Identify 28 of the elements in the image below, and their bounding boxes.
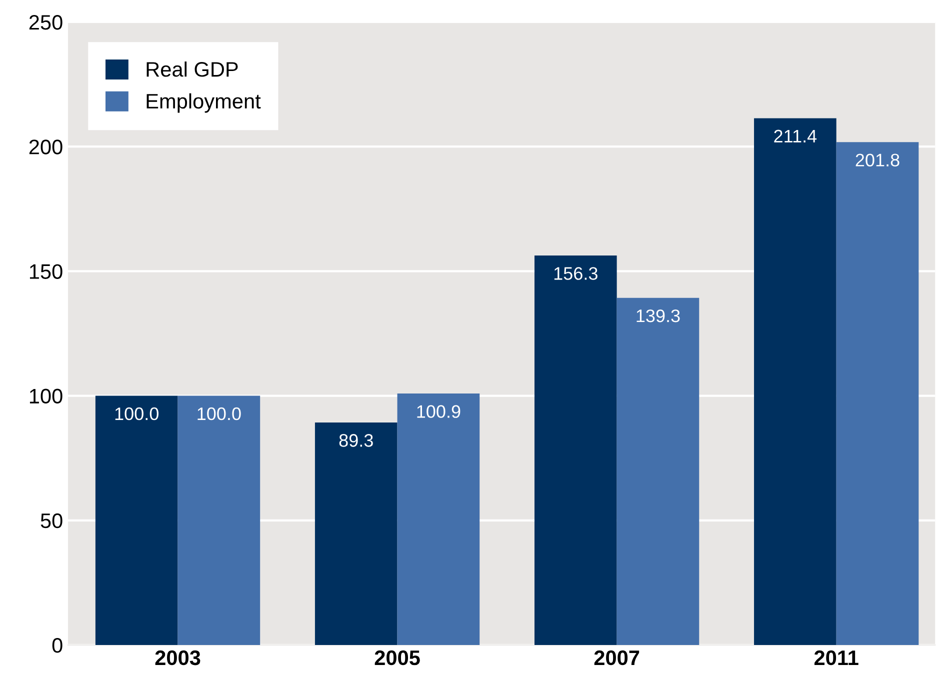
x-tick-label: 2005: [374, 650, 420, 666]
bar: [616, 298, 700, 645]
data-label: 89.3: [339, 434, 373, 447]
y-tick-label: 0: [52, 638, 62, 653]
data-label: 100.0: [115, 407, 158, 420]
bar: [95, 396, 178, 645]
data-label: 100.9: [417, 405, 460, 418]
legend-label: Employment: [146, 93, 261, 113]
data-label: 100.0: [198, 407, 241, 420]
bar: [314, 422, 398, 645]
x-tick-label: 2007: [594, 650, 640, 666]
data-label: 156.3: [554, 267, 598, 280]
x-tick-label: 2003: [155, 650, 200, 666]
bar: [836, 142, 919, 645]
bar: [397, 394, 480, 645]
y-tick-label: 200: [29, 140, 62, 154]
data-label: 139.3: [636, 309, 680, 322]
bar: [754, 118, 836, 645]
x-tick-label: 2011: [814, 650, 858, 666]
bar: [534, 256, 617, 645]
y-tick-label: 100: [30, 388, 62, 404]
legend-label: Real GDP: [146, 61, 238, 77]
y-tick-label: 50: [40, 513, 62, 528]
bar: [178, 396, 260, 645]
data-label: 201.8: [856, 154, 900, 166]
y-tick-label: 150: [30, 264, 62, 279]
data-label: 211.4: [774, 130, 817, 142]
y-tick-label: 250: [29, 15, 62, 30]
